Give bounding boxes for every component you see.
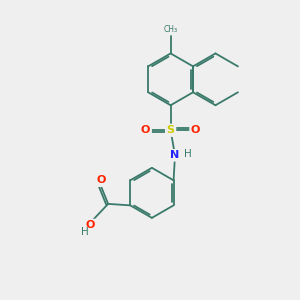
Text: H: H	[184, 149, 191, 159]
Text: O: O	[141, 125, 150, 135]
Text: N: N	[170, 150, 180, 160]
Text: S: S	[167, 125, 175, 135]
Text: O: O	[191, 125, 200, 135]
Text: H: H	[81, 227, 88, 237]
Text: O: O	[96, 175, 105, 185]
Text: O: O	[86, 220, 95, 230]
Text: CH₃: CH₃	[164, 25, 178, 34]
